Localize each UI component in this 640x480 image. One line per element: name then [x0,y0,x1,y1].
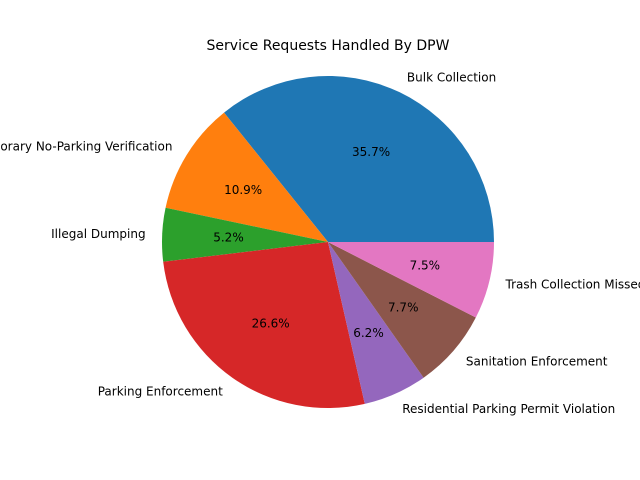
chart-title: Service Requests Handled By DPW [207,38,450,54]
pie-slice-bulk-collection [224,76,494,242]
pie-pct-label: 7.7% [388,300,419,314]
pie-slice-residential-parking-permit-violation [328,242,424,404]
pie-category-label: Illegal Dumping [51,227,145,241]
pie-pct-label: 7.5% [410,258,441,272]
pie-labels: 35.7% Bulk Collection 10.9% Temporary No-Pa… [0,70,640,415]
pie-slice-temporary-no-parking-verification [165,112,328,242]
pie-pct-label: 35.7% [352,145,390,159]
pie-category-label: Sanitation Enforcement [466,355,608,369]
pie-category-label: Parking Enforcement [98,384,223,398]
pie-slice-sanitation-enforcement [328,242,476,378]
pie-category-label: Trash Collection Missed [505,278,640,292]
pie-category-label: Residential Parking Permit Violation [402,402,615,416]
pie-pct-label: 26.6% [252,316,290,330]
pie-slices [162,76,494,408]
pie-category-label: Bulk Collection [407,70,496,84]
pie-pct-label: 6.2% [353,326,384,340]
pie-slice-trash-collection-missed [328,242,494,318]
pie-category-label: Temporary No-Parking Verification [0,139,172,153]
pie-slice-illegal-dumping [162,207,328,262]
pie-pct-label: 10.9% [224,183,262,197]
pie-pct-label: 5.2% [213,231,244,245]
pie-slice-parking-enforcement [163,242,365,408]
